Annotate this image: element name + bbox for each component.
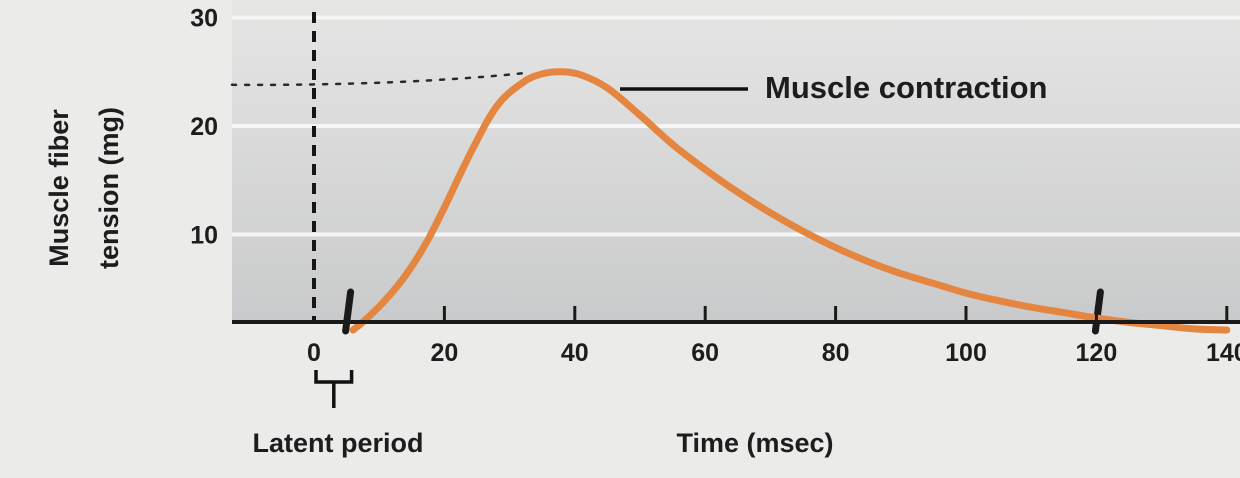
latent-period-label: Latent period <box>252 428 423 458</box>
y-tick-labels: 10 20 30 <box>190 5 218 250</box>
x-axis-title: Time (msec) <box>676 428 833 458</box>
x-tick-marks <box>442 306 1229 322</box>
muscle-contraction-label: Muscle contraction <box>765 70 1048 105</box>
latent-period-bracket <box>314 370 354 408</box>
y-axis-title-line2: tension (mg) <box>94 107 124 269</box>
y-axis-title-line1: Muscle fiber <box>44 109 74 267</box>
x-tick-label-60: 60 <box>691 339 719 367</box>
y-tick-label-10: 10 <box>190 222 218 250</box>
hand-mark-0 <box>342 288 355 335</box>
y-tick-label-30: 30 <box>190 5 218 33</box>
x-tick-labels: 0 20 40 60 80 100 120 140 <box>307 339 1240 367</box>
series-line-0 <box>349 68 1231 334</box>
y-tick-label-20: 20 <box>190 113 218 141</box>
x-tick-label-120: 120 <box>1076 339 1118 367</box>
annotations <box>230 71 748 408</box>
x-tick-label-80: 80 <box>822 339 850 367</box>
plot-area <box>232 0 1240 322</box>
x-tick-label-140: 140 <box>1206 339 1240 367</box>
series-layer <box>349 68 1231 334</box>
gridlines <box>232 15 1240 237</box>
x-tick-label-20: 20 <box>430 339 458 367</box>
x-tick-label-0: 0 <box>307 339 321 367</box>
y-axis-title: Muscle fiber tension (mg) <box>44 107 124 269</box>
x-tick-label-40: 40 <box>561 339 589 367</box>
peak-dotted-guide <box>230 71 529 87</box>
x-tick-label-100: 100 <box>945 339 987 367</box>
